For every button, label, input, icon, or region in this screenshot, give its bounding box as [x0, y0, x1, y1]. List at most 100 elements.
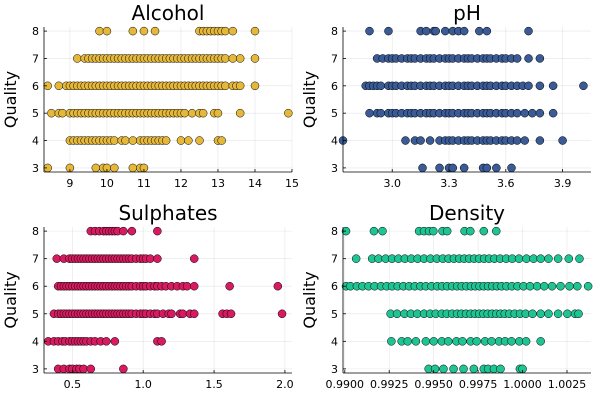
data-point	[430, 364, 440, 374]
data-point	[448, 163, 458, 173]
data-point	[439, 364, 448, 374]
data-point	[184, 136, 193, 145]
data-point	[514, 254, 524, 263]
y-tick-label: 4	[32, 335, 39, 348]
data-point	[535, 81, 545, 91]
data-point	[195, 136, 204, 145]
y-tick-label: 4	[32, 135, 39, 148]
data-point	[512, 54, 522, 63]
data-point	[235, 54, 245, 63]
data-point	[403, 337, 412, 346]
data-point	[102, 26, 112, 36]
data-point	[487, 337, 496, 346]
data-point	[277, 309, 287, 319]
data-point	[128, 26, 138, 36]
y-tick-label: 6	[331, 80, 338, 93]
data-point	[539, 281, 549, 291]
y-tick-label: 8	[331, 25, 338, 38]
data-point	[221, 26, 230, 36]
y-axis-label: Quality	[1, 271, 20, 328]
data-point	[435, 163, 444, 173]
data-point	[121, 136, 130, 145]
data-point	[392, 309, 402, 319]
data-point	[429, 337, 438, 346]
data-point	[507, 163, 516, 173]
data-point	[521, 337, 531, 346]
x-tick-label: 0.5	[64, 378, 82, 391]
data-point	[482, 163, 492, 173]
data-point	[198, 108, 208, 118]
y-tick-label: 5	[32, 107, 39, 120]
data-point	[466, 226, 475, 236]
data-point	[529, 254, 538, 263]
data-point	[525, 281, 535, 291]
data-point	[217, 136, 226, 145]
data-point	[574, 309, 583, 319]
chart-title: pH	[453, 1, 481, 25]
data-point	[376, 108, 386, 118]
data-point	[102, 337, 111, 346]
data-point	[189, 281, 199, 291]
data-point	[384, 26, 393, 36]
x-tick-label: 9	[66, 177, 73, 190]
data-point	[128, 163, 138, 173]
x-tick-label: 1.0025	[548, 378, 587, 391]
data-point	[86, 364, 96, 374]
data-point	[564, 254, 574, 263]
data-point	[528, 309, 537, 319]
data-point	[507, 337, 516, 346]
x-tick-label: 14	[248, 177, 262, 190]
data-point	[479, 226, 489, 236]
data-point	[475, 26, 484, 36]
y-tick-label: 8	[32, 225, 39, 238]
data-point	[548, 81, 558, 91]
data-point	[553, 254, 563, 263]
data-point	[95, 26, 104, 36]
data-point	[563, 309, 572, 319]
x-tick-label: 0.9925	[370, 378, 409, 391]
data-point	[91, 163, 101, 173]
y-tick-label: 6	[32, 80, 39, 93]
data-point	[221, 81, 230, 91]
data-point	[449, 364, 458, 374]
data-point	[250, 26, 260, 36]
y-tick-label: 7	[32, 52, 39, 65]
y-tick-label: 4	[331, 135, 338, 148]
data-point	[472, 337, 481, 346]
data-point	[235, 81, 245, 91]
y-tick-label: 3	[331, 162, 338, 175]
data-point	[376, 81, 386, 91]
chart-title: Density	[429, 201, 505, 225]
x-tick-label: 1.0	[134, 378, 152, 391]
data-point	[431, 26, 441, 36]
x-tick-label: 2.0	[276, 378, 294, 391]
data-point	[548, 108, 558, 118]
data-point	[535, 136, 545, 145]
data-point	[161, 136, 171, 145]
data-point	[365, 26, 374, 36]
data-point	[119, 226, 128, 236]
data-point	[558, 136, 567, 145]
data-point	[119, 364, 128, 374]
data-point	[52, 254, 61, 263]
data-point	[544, 309, 553, 319]
data-point	[536, 337, 545, 346]
data-point	[512, 136, 522, 145]
y-tick-label: 3	[331, 363, 338, 376]
data-point	[469, 364, 479, 374]
y-tick-label: 3	[32, 162, 39, 175]
data-point	[110, 163, 119, 173]
data-point	[369, 226, 379, 236]
chart-title: Alcohol	[132, 1, 205, 25]
data-point	[532, 281, 542, 291]
subplot-density: 0.9900 0.9925 0.9950 0.9975 1.0000 1.0025 3 4 5 6…	[300, 201, 593, 391]
data-point	[512, 108, 522, 118]
subplot-ph: 3.0 3.3 3.6 3.9 3 4 5 6 7 8 pH Quality	[300, 1, 591, 190]
data-point	[425, 136, 435, 145]
data-point	[421, 337, 431, 346]
x-tick-label: 3.0	[383, 177, 401, 190]
data-point	[153, 226, 162, 236]
data-point	[189, 254, 199, 263]
data-point	[416, 136, 425, 145]
